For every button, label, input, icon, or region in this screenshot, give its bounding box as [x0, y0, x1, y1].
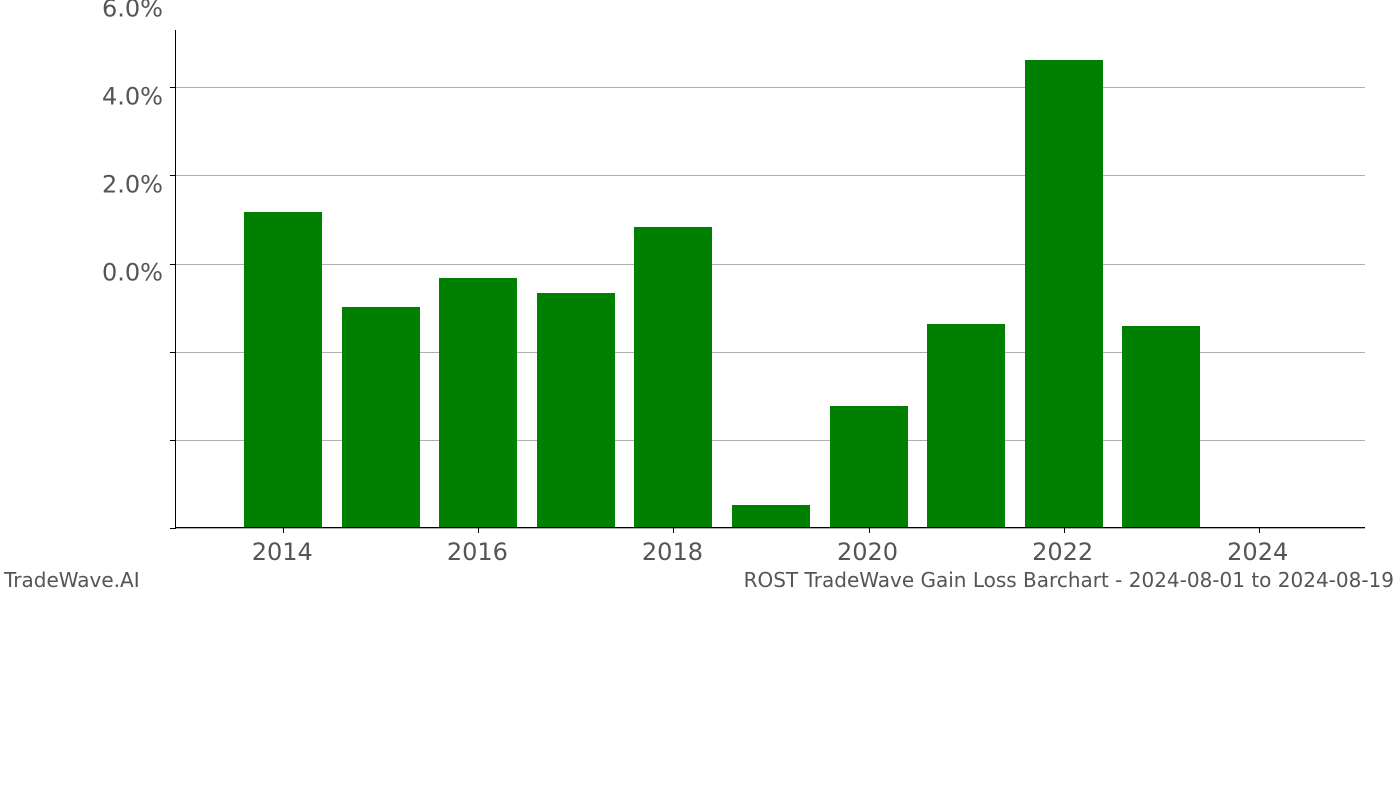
- bar: [927, 324, 1005, 527]
- xtick-label: 2014: [252, 538, 313, 566]
- gridline: [176, 528, 1365, 529]
- bar: [342, 307, 420, 527]
- xtick-label: 2018: [642, 538, 703, 566]
- bar: [1025, 60, 1103, 527]
- footer-right-text: ROST TradeWave Gain Loss Barchart - 2024…: [744, 568, 1394, 592]
- xtick-mark: [1064, 527, 1065, 533]
- ytick-label: 10.0%: [87, 0, 163, 357]
- gridline: [176, 175, 1365, 176]
- xtick-label: 2022: [1032, 538, 1093, 566]
- bar: [439, 278, 517, 527]
- ytick-mark: [170, 352, 176, 353]
- xtick-label: 2020: [837, 538, 898, 566]
- xtick-mark: [478, 527, 479, 533]
- xtick-label: 2016: [447, 538, 508, 566]
- bar: [1122, 326, 1200, 527]
- plot-area: [175, 30, 1365, 528]
- gridline: [176, 87, 1365, 88]
- ytick-mark: [170, 87, 176, 88]
- ytick-mark: [170, 440, 176, 441]
- ytick-mark: [170, 264, 176, 265]
- gridline: [176, 264, 1365, 265]
- bar: [732, 505, 810, 527]
- xtick-label: 2024: [1227, 538, 1288, 566]
- bar: [634, 227, 712, 527]
- bar: [537, 293, 615, 527]
- ytick-mark: [170, 175, 176, 176]
- xtick-mark: [1259, 527, 1260, 533]
- bar: [244, 212, 322, 527]
- xtick-mark: [673, 527, 674, 533]
- xtick-mark: [869, 527, 870, 533]
- bar: [830, 406, 908, 527]
- chart-container: [175, 30, 1365, 528]
- ytick-mark: [170, 528, 176, 529]
- xtick-mark: [283, 527, 284, 533]
